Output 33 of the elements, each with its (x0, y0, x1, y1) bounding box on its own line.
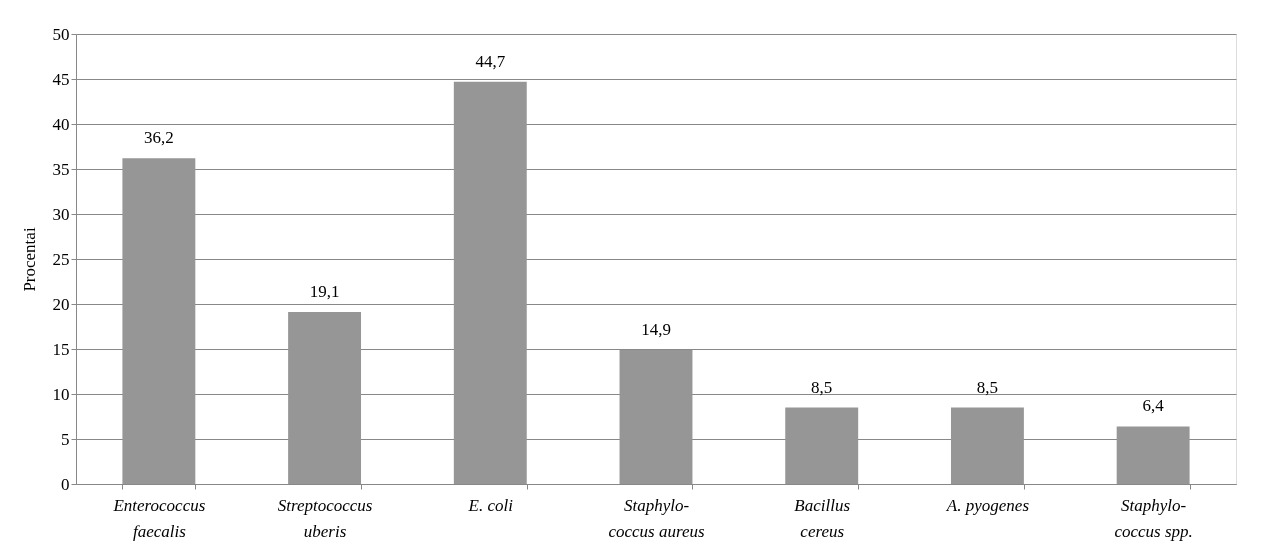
data-label: 8,5 (811, 377, 833, 397)
data-label: 14,9 (641, 319, 671, 339)
y-tick-label: 10 (52, 384, 70, 404)
data-label: 6,4 (1142, 396, 1165, 416)
bar (122, 158, 196, 484)
y-tick-label: 20 (52, 294, 70, 314)
data-label: 8,5 (976, 377, 999, 397)
y-tick-label: 15 (52, 339, 70, 359)
x-tick-label: E. coli (467, 495, 514, 515)
data-label: 36,2 (143, 128, 174, 148)
x-tick-label: Enterococcus faecalis (112, 495, 206, 541)
y-tick-label: 35 (52, 159, 70, 179)
y-tick-label: 5 (61, 429, 70, 449)
bar (1116, 426, 1190, 484)
x-tick-label: Staphylo- coccus spp. (1114, 495, 1193, 541)
bar (619, 349, 693, 484)
y-tick-label: 50 (52, 24, 70, 44)
x-tick-label: Staphylo- coccus aureus (608, 495, 705, 541)
y-tick-label: 0 (61, 474, 70, 494)
x-tick-label: A. pyogenes (945, 495, 1030, 515)
x-tick-label: Bacillus cereus (794, 495, 851, 541)
bar (785, 407, 859, 484)
x-tick-label: Streptococcus uberis (277, 495, 373, 541)
y-tick-label: 45 (52, 69, 70, 89)
y-axis-title: Procentai (19, 227, 39, 292)
data-label: 44,7 (475, 51, 506, 71)
bar (950, 407, 1024, 484)
y-tick-label: 25 (52, 249, 70, 269)
bar (453, 81, 527, 484)
data-label: 19,1 (309, 282, 340, 302)
y-tick-label: 40 (52, 114, 70, 134)
y-tick-label: 30 (52, 204, 70, 224)
bar (288, 312, 362, 484)
